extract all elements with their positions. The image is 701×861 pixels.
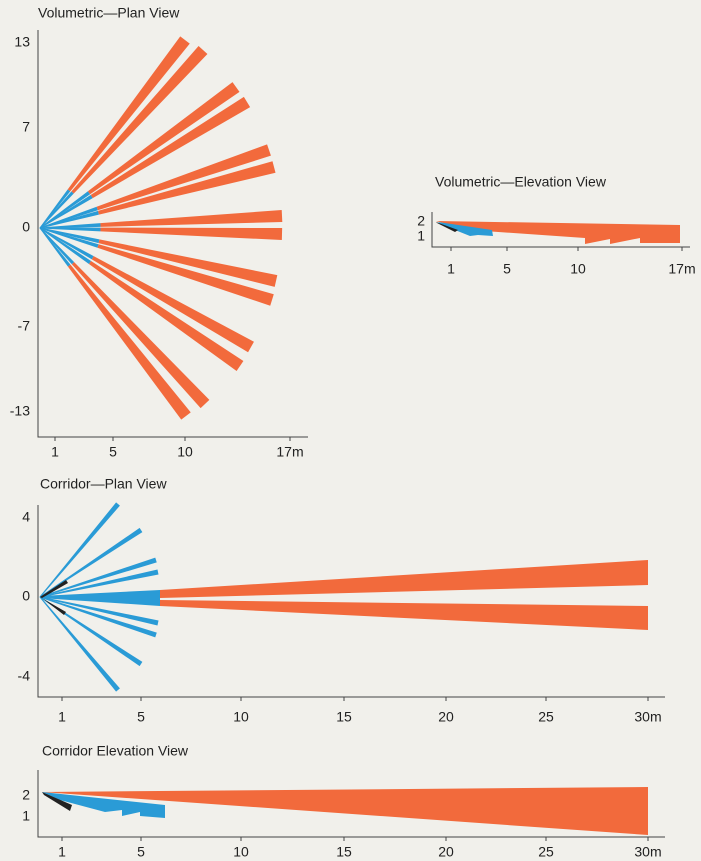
beam-far: [160, 600, 648, 630]
beam-far: [87, 82, 240, 195]
y-tick-label: 1: [22, 808, 30, 824]
x-tick-label: 20: [438, 709, 454, 725]
beam-near: [39, 223, 101, 229]
beam-far: [97, 244, 274, 306]
beam-far: [98, 161, 276, 215]
beam-far: [67, 264, 191, 420]
x-tick-label: 25: [538, 709, 554, 725]
beam-far: [88, 260, 244, 371]
beam-near: [39, 227, 99, 248]
y-tick-label: 7: [22, 119, 30, 135]
x-tick-label: 10: [570, 261, 586, 277]
x-tick-label: 1: [58, 844, 66, 860]
beam-far: [71, 262, 210, 409]
panel-title: Volumetric—Elevation View: [435, 174, 607, 190]
panel-title: Corridor Elevation View: [42, 743, 189, 759]
y-tick-label: -4: [18, 668, 31, 684]
beam-near: [40, 590, 160, 606]
beam-near: [39, 557, 157, 598]
x-tick-label: 30m: [634, 709, 661, 725]
beam-far: [96, 144, 271, 211]
x-tick-label: 10: [233, 709, 249, 725]
x-tick-label: 1: [51, 444, 59, 460]
beam-far: [91, 256, 254, 353]
beam-black: [436, 222, 458, 232]
beam-near: [39, 569, 159, 598]
beams: [39, 36, 680, 835]
beam-near: [39, 596, 143, 667]
axis: [431, 212, 690, 248]
axes: [37, 30, 690, 838]
beam-near: [39, 596, 159, 626]
panel-title: Volumetric—Plan View: [38, 5, 180, 21]
axis: [37, 30, 308, 438]
x-tick-label: 25: [538, 844, 554, 860]
x-tick-label: 5: [137, 709, 145, 725]
x-tick-label: 1: [58, 709, 66, 725]
x-tick-label: 15: [336, 709, 352, 725]
beam-far: [160, 560, 648, 598]
beam-black: [42, 792, 72, 811]
beam-near: [39, 227, 71, 267]
x-tick-label: 5: [503, 261, 511, 277]
beam-near: [42, 792, 165, 818]
beam-near: [39, 596, 120, 692]
beam-far: [100, 227, 283, 240]
x-tick-label: 17m: [668, 261, 695, 277]
beam-far: [98, 239, 278, 287]
axis: [37, 505, 665, 698]
x-tick-label: 10: [233, 844, 249, 860]
beam-near: [39, 191, 91, 229]
beam-far: [90, 96, 251, 199]
beam-near: [39, 194, 93, 229]
y-tick-label: 2: [22, 787, 30, 803]
y-tick-label: 13: [14, 34, 30, 50]
x-tick-label: 20: [438, 844, 454, 860]
y-tick-label: 0: [22, 219, 30, 235]
beam-far: [436, 221, 680, 244]
axis: [37, 770, 665, 838]
beam-black: [40, 597, 66, 615]
beam-near: [39, 502, 120, 598]
y-tick-label: 4: [22, 509, 30, 525]
panel-title: Corridor—Plan View: [40, 476, 167, 492]
beam-far: [71, 45, 208, 194]
beam-far: [67, 36, 190, 192]
x-tick-label: 30m: [634, 844, 661, 860]
x-tick-label: 10: [177, 444, 193, 460]
y-tick-label: -7: [18, 318, 31, 334]
beam-near: [39, 227, 92, 265]
beam-near: [39, 206, 98, 229]
beam-black: [40, 580, 68, 598]
beam-near: [39, 227, 101, 232]
y-tick-label: -13: [10, 403, 30, 419]
beam-near: [39, 596, 157, 638]
beam-far: [42, 787, 648, 835]
y-tick-label: 2: [417, 213, 425, 229]
y-tick-label: 0: [22, 588, 30, 604]
beam-far: [100, 210, 283, 227]
beam-near: [39, 227, 94, 260]
beam-near: [39, 227, 100, 244]
x-tick-label: 5: [109, 444, 117, 460]
x-tick-label: 15: [336, 844, 352, 860]
x-tick-label: 1: [447, 261, 455, 277]
beam-near: [39, 527, 143, 598]
beam-near: [39, 210, 99, 229]
beam-near: [39, 227, 75, 265]
x-tick-label: 17m: [276, 444, 303, 460]
beam-near: [39, 191, 74, 229]
x-tick-label: 5: [137, 844, 145, 860]
y-tick-label: 1: [417, 228, 425, 244]
beam-near: [39, 189, 71, 229]
beam-near: [438, 222, 493, 236]
